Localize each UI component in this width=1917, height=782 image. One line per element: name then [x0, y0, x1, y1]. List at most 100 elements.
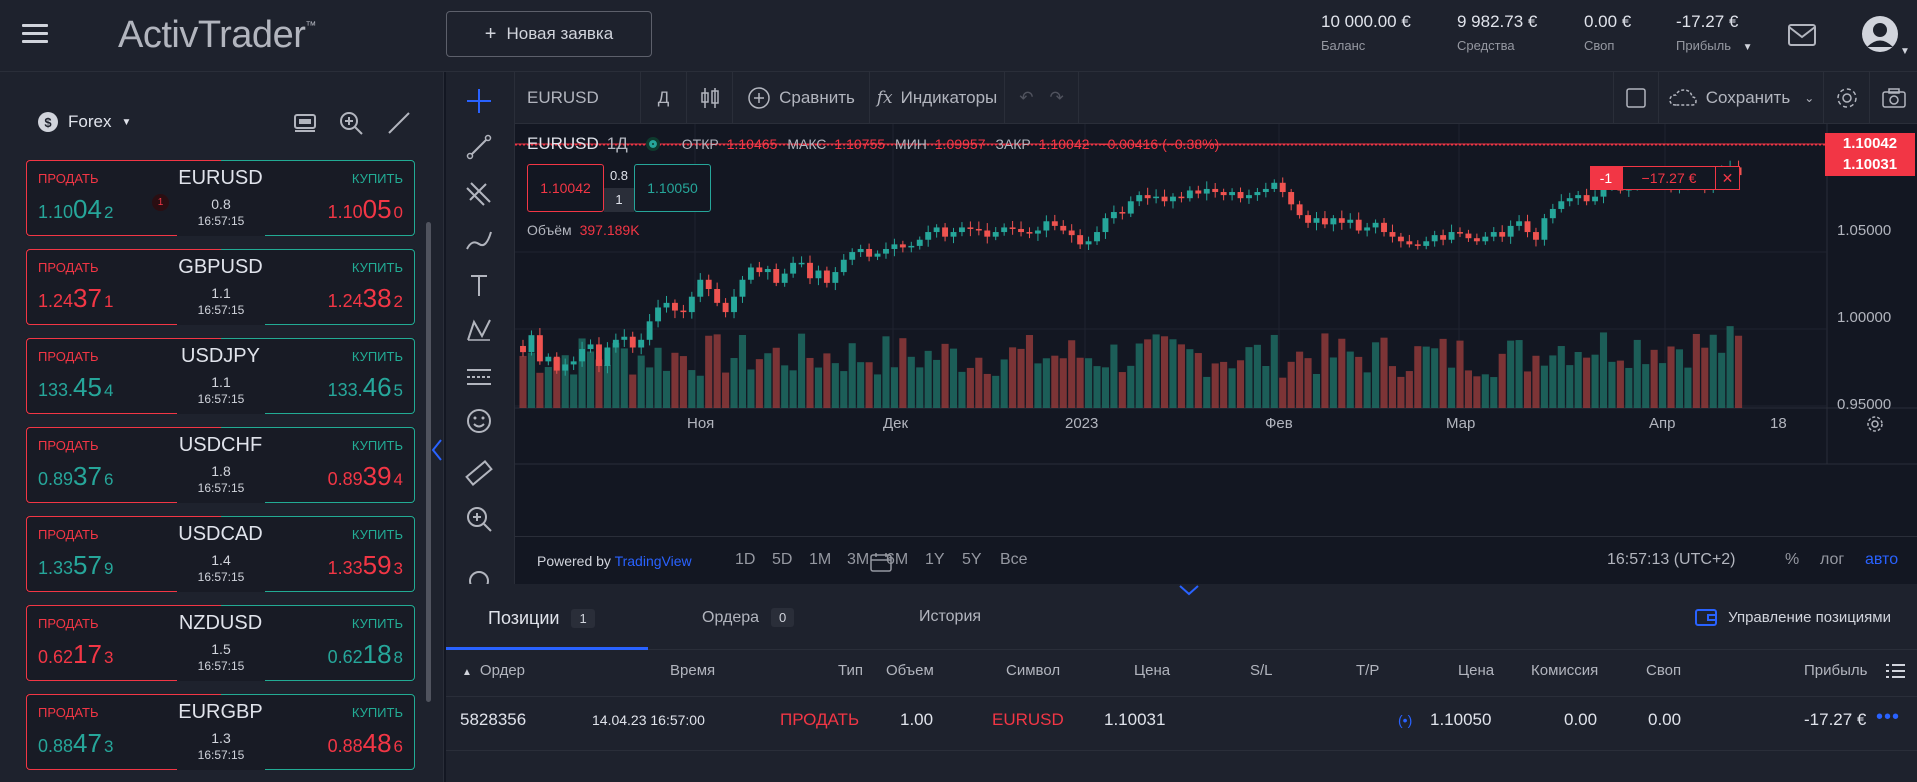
sell-button[interactable]: ПРОДАТЬ 1.3357 9	[26, 516, 221, 592]
mail-icon[interactable]	[1788, 24, 1816, 46]
compare-label: Сравнить	[779, 88, 855, 107]
buy-button[interactable]: КУПИТЬ 0.8848 6	[220, 694, 415, 770]
prediction-icon[interactable]	[464, 362, 494, 392]
fullscreen-button[interactable]	[1613, 72, 1659, 124]
tab-positions[interactable]: Позиции 1	[488, 608, 595, 629]
sell-quick-button[interactable]: 1.10042	[527, 164, 604, 212]
volume-bar	[1557, 346, 1565, 408]
tab-orders[interactable]: Ордера 0	[702, 608, 795, 627]
sell-button[interactable]: ПРОДАТЬ 0.6217 3	[26, 605, 221, 681]
range-button-7[interactable]: Все	[1000, 551, 1028, 568]
buy-button[interactable]: КУПИТЬ 1.3359 3	[220, 516, 415, 592]
buy-button[interactable]: КУПИТЬ 1.1005 0	[220, 160, 415, 236]
quick-quantity[interactable]: 1	[604, 188, 634, 212]
trend-line-icon[interactable]	[464, 132, 494, 162]
sell-button[interactable]: ПРОДАТЬ 0.8847 3	[26, 694, 221, 770]
sell-button[interactable]: ПРОДАТЬ 1.1004 2	[26, 160, 221, 236]
range-button-2[interactable]: 1M	[809, 551, 832, 568]
axis-settings-icon[interactable]	[1865, 414, 1885, 434]
symbol-search[interactable]: EURUSD	[515, 72, 641, 124]
col-price[interactable]: Цена	[1134, 662, 1171, 679]
col-symbol[interactable]: Символ	[1006, 662, 1061, 679]
text-icon[interactable]	[464, 270, 494, 300]
cell-symbol[interactable]: EURUSD	[992, 710, 1064, 729]
range-button-0[interactable]: 1D	[735, 551, 756, 568]
col-profit[interactable]: Прибыль	[1804, 662, 1868, 679]
col-type[interactable]: Тип	[838, 662, 864, 679]
range-button-6[interactable]: 5Y	[962, 551, 982, 568]
candle-body	[1119, 212, 1126, 214]
buy-quick-button[interactable]: 1.10050	[634, 164, 711, 212]
date-range-icon[interactable]	[869, 551, 893, 573]
menu-icon[interactable]	[22, 24, 48, 44]
percent-scale-toggle[interactable]: %	[1785, 551, 1800, 568]
buy-button[interactable]: КУПИТЬ 133.46 5	[220, 338, 415, 414]
zoom-in-icon[interactable]	[338, 110, 364, 136]
market-selector[interactable]: $ Forex ▼	[38, 112, 131, 132]
panel-toggle-chevron-icon[interactable]	[1178, 584, 1200, 596]
fib-icon[interactable]	[464, 178, 494, 208]
timeframe-button[interactable]: Д	[641, 72, 687, 124]
price-scale[interactable]	[1827, 124, 1917, 536]
columns-menu-icon[interactable]	[1886, 662, 1906, 680]
sidebar-scrollbar[interactable]	[426, 222, 431, 702]
volume-bar	[1186, 349, 1194, 408]
buy-button[interactable]: КУПИТЬ 1.2438 2	[220, 249, 415, 325]
avatar-caret-icon[interactable]: ▼	[1900, 46, 1910, 57]
magnet-icon[interactable]	[464, 566, 494, 584]
sell-button[interactable]: ПРОДАТЬ 1.2437 1	[26, 249, 221, 325]
pencil-icon[interactable]	[386, 110, 412, 136]
chart-type-button[interactable]	[687, 72, 733, 124]
close-position-icon[interactable]: ✕	[1716, 166, 1740, 190]
emoji-icon[interactable]	[464, 406, 494, 436]
compare-button[interactable]: Сравнить	[733, 72, 870, 124]
screenshot-button[interactable]	[1870, 72, 1917, 124]
brush-icon[interactable]	[464, 224, 494, 254]
volume-bar	[1093, 366, 1101, 408]
col-swap[interactable]: Своп	[1646, 662, 1682, 679]
save-label: Сохранить	[1705, 88, 1791, 107]
auto-scale-toggle[interactable]: авто	[1865, 551, 1899, 568]
chart-clock[interactable]: 16:57:13 (UTC+2)	[1607, 551, 1736, 568]
ruler-icon[interactable]	[464, 458, 494, 488]
layout-icon[interactable]	[292, 110, 318, 136]
buy-button[interactable]: КУПИТЬ 0.6218 8	[220, 605, 415, 681]
stat-profit[interactable]: -17.27 € Прибыль ▼	[1676, 12, 1753, 53]
pattern-icon[interactable]	[464, 316, 494, 346]
sell-button[interactable]: ПРОДАТЬ 133.45 4	[26, 338, 221, 414]
tab-history[interactable]: История	[919, 608, 981, 626]
save-button[interactable]: Сохранить ⌄	[1659, 72, 1824, 124]
col-commission[interactable]: Комиссия	[1531, 662, 1599, 679]
range-button-5[interactable]: 1Y	[925, 551, 945, 568]
log-scale-toggle[interactable]: лог	[1820, 551, 1845, 568]
manage-positions-button[interactable]: Управление позициями	[1694, 606, 1891, 628]
col-volume[interactable]: Объем	[886, 662, 934, 679]
price-chart[interactable]: EURUSD 1Д ОТКР 1.10465 МАКС 1.10755 МИН 1.0…	[515, 124, 1917, 536]
col-tp[interactable]: T/P	[1356, 662, 1380, 679]
position-line-tag[interactable]: -1 −17.27 € ✕	[1590, 166, 1740, 190]
candle-body	[975, 228, 982, 231]
avatar-icon[interactable]	[1862, 16, 1898, 52]
collapse-sidebar-icon[interactable]	[430, 436, 444, 464]
indicators-button[interactable]: 𝑓𝑥 Индикаторы	[870, 72, 1005, 124]
col-order[interactable]: ▲ Ордер	[462, 662, 525, 679]
col-time[interactable]: Время	[670, 662, 716, 679]
redo-icon[interactable]: ↷	[1049, 88, 1064, 107]
candles-icon	[700, 88, 719, 108]
sell-button[interactable]: ПРОДАТЬ 0.8937 6	[26, 427, 221, 503]
zoom-icon[interactable]	[464, 504, 494, 534]
undo-icon[interactable]: ↶	[1019, 88, 1034, 107]
crosshair-icon[interactable]	[464, 86, 494, 116]
buy-button[interactable]: КУПИТЬ 0.8939 4	[220, 427, 415, 503]
col-current-price[interactable]: Цена	[1458, 662, 1495, 679]
more-icon[interactable]: •••	[1876, 706, 1901, 728]
range-button-3[interactable]: 3M	[847, 551, 870, 568]
bid-price: 0.6217 3	[38, 639, 113, 670]
chart-canvas[interactable]	[515, 124, 1917, 536]
new-order-button[interactable]: + Новая заявка	[446, 11, 652, 57]
settings-button[interactable]	[1824, 72, 1870, 124]
volume-bar	[916, 367, 924, 408]
range-button-1[interactable]: 5D	[772, 551, 793, 568]
tradingview-link[interactable]: TradingView	[614, 553, 692, 569]
col-sl[interactable]: S/L	[1250, 662, 1273, 679]
